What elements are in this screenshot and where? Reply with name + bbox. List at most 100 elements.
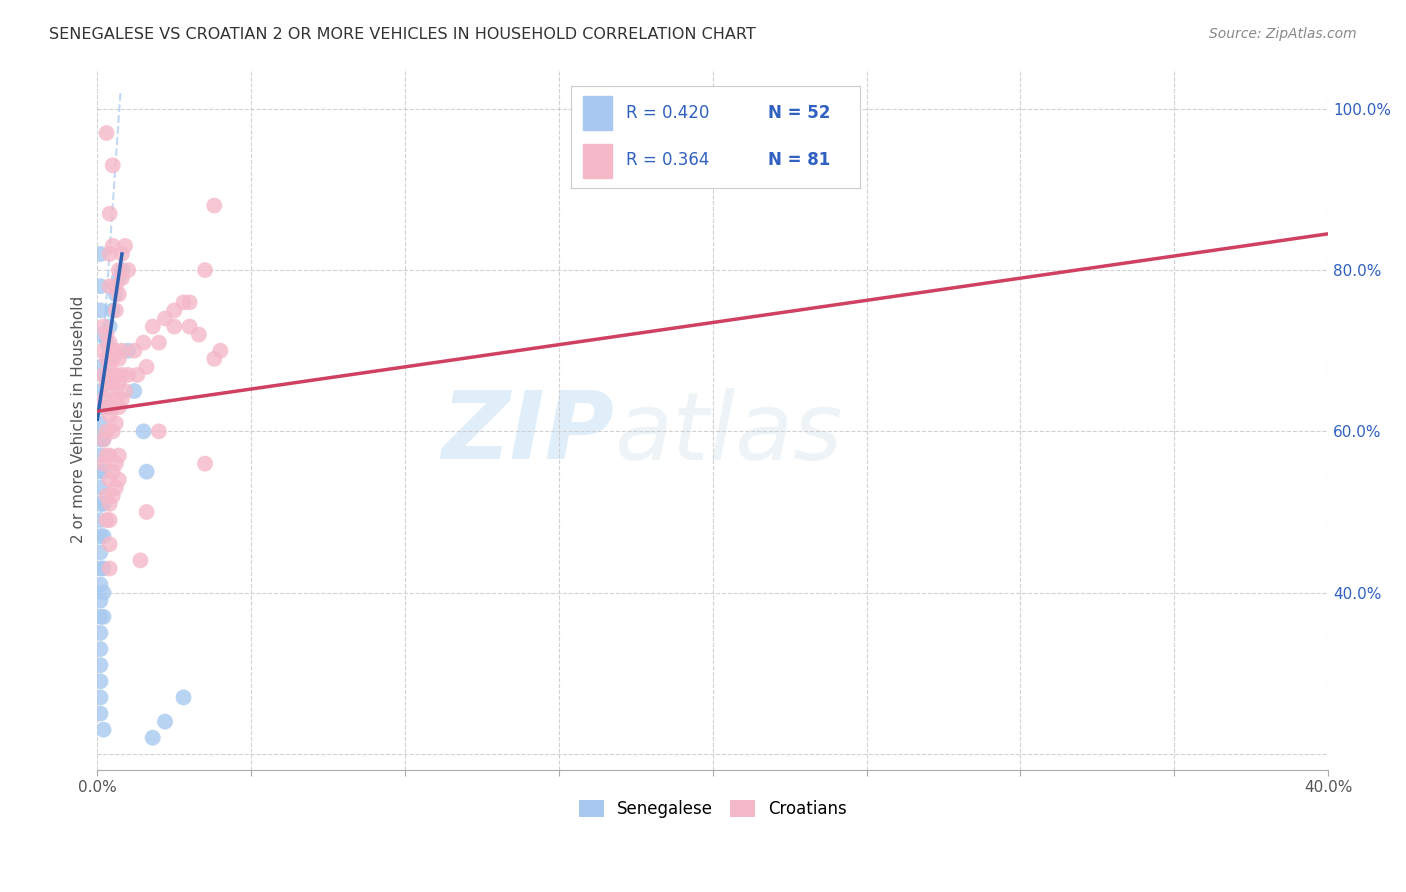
Point [89,642,111,657]
Point [98,513,121,527]
Point [98,335,121,350]
Y-axis label: 2 or more Vehicles in Household: 2 or more Vehicles in Household [72,295,86,543]
Legend: Senegalese, Croatians: Senegalese, Croatians [572,793,853,825]
Point [89,690,111,705]
Point [93,368,115,382]
Point [202,351,225,366]
Point [89,481,111,495]
Point [114,239,136,253]
Point [117,263,139,277]
Point [93,529,115,543]
Point [89,303,111,318]
Point [108,351,131,366]
Point [89,433,111,447]
Point [135,505,157,519]
Text: Source: ZipAtlas.com: Source: ZipAtlas.com [1209,27,1357,41]
Point [104,279,127,293]
Point [111,271,134,285]
Point [209,343,232,358]
Point [101,465,124,479]
Text: atlas: atlas [614,388,842,479]
Point [111,247,134,261]
Point [89,417,111,431]
Point [89,706,111,721]
Point [98,449,121,463]
Point [89,400,111,414]
Point [98,319,121,334]
Point [163,303,186,318]
Point [89,626,111,640]
Point [104,417,127,431]
Point [93,497,115,511]
Point [98,279,121,293]
Point [98,561,121,575]
Point [93,465,115,479]
Point [124,343,146,358]
Point [96,126,118,140]
Point [89,593,111,607]
Point [98,409,121,423]
Point [163,319,186,334]
Point [104,303,127,318]
Point [108,400,131,414]
Point [114,384,136,398]
Point [108,473,131,487]
Point [111,343,134,358]
Text: SENEGALESE VS CROATIAN 2 OR MORE VEHICLES IN HOUSEHOLD CORRELATION CHART: SENEGALESE VS CROATIAN 2 OR MORE VEHICLE… [49,27,756,42]
Point [89,545,111,559]
Point [132,425,155,439]
Point [135,465,157,479]
Point [153,311,176,326]
Point [108,271,131,285]
Point [127,368,149,382]
Point [101,425,124,439]
Point [93,400,115,414]
Point [96,327,118,342]
Point [96,425,118,439]
Point [101,400,124,414]
Point [194,263,217,277]
Point [96,400,118,414]
Point [135,359,157,374]
Point [96,400,118,414]
Point [111,368,134,382]
Point [101,351,124,366]
Point [148,335,170,350]
Point [89,359,111,374]
Point [96,513,118,527]
Point [89,465,111,479]
Point [98,473,121,487]
Point [98,207,121,221]
Point [202,198,225,212]
Point [89,577,111,591]
Point [124,384,146,398]
Point [104,392,127,406]
Point [101,376,124,390]
Point [173,690,195,705]
Point [93,585,115,599]
Point [89,561,111,575]
Point [108,263,131,277]
Point [89,513,111,527]
Point [101,158,124,172]
Point [108,287,131,301]
Point [96,489,118,503]
Point [187,327,209,342]
Point [179,319,201,334]
Point [194,457,217,471]
Point [93,723,115,737]
Point [142,731,165,745]
Point [101,489,124,503]
Point [132,335,155,350]
Point [129,553,152,567]
Point [108,449,131,463]
Point [142,319,165,334]
Point [98,351,121,366]
Point [89,279,111,293]
Point [104,368,127,382]
Point [96,376,118,390]
Point [104,343,127,358]
Point [89,529,111,543]
Point [93,457,115,471]
Point [98,537,121,551]
